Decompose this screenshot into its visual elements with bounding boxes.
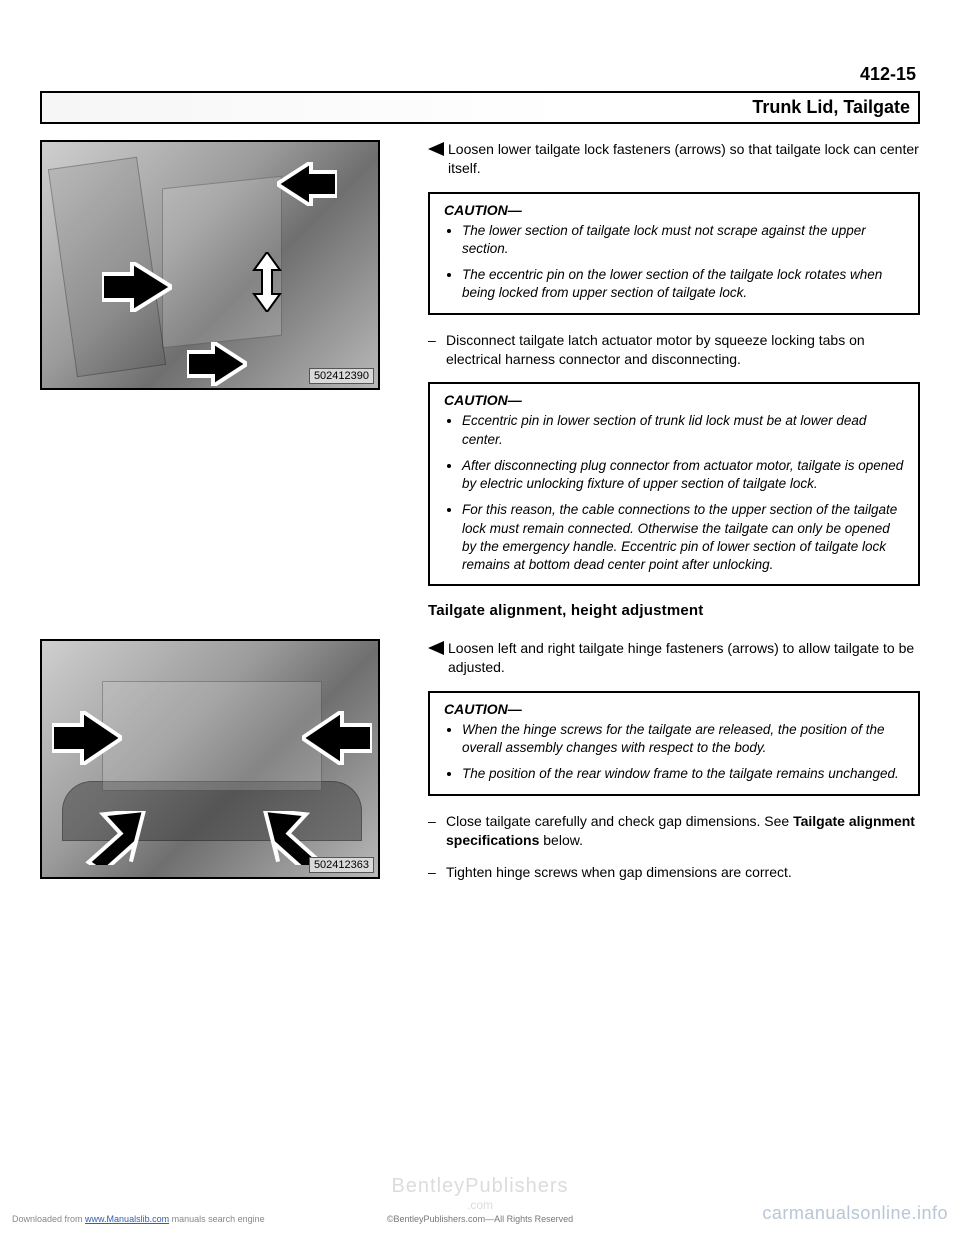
caution-item: For this reason, the cable connections t… bbox=[462, 501, 904, 574]
arrow-icon bbox=[102, 262, 172, 312]
caution-item: Eccentric pin in lower section of trunk … bbox=[462, 412, 904, 448]
figure-2-column: 502412363 bbox=[40, 639, 400, 879]
section-title: Trunk Lid, Tailgate bbox=[40, 91, 920, 124]
caution-item: The eccentric pin on the lower section o… bbox=[462, 266, 904, 302]
step-item: – Close tailgate carefully and check gap… bbox=[428, 812, 920, 850]
step-text: Tighten hinge screws when gap dimensions… bbox=[446, 863, 792, 882]
paragraph-text: Loosen left and right tailgate hinge fas… bbox=[448, 639, 920, 677]
triangle-icon bbox=[428, 641, 444, 655]
caution-label: CAUTION— bbox=[444, 392, 904, 408]
arrow-icon bbox=[187, 342, 247, 386]
caution-box-2: CAUTION— Eccentric pin in lower section … bbox=[428, 382, 920, 586]
step-text: Disconnect tailgate latch actuator motor… bbox=[446, 331, 920, 369]
footer-right: carmanualsonline.info bbox=[762, 1203, 948, 1224]
figure-1-caption: 502412390 bbox=[309, 368, 374, 384]
caution-label: CAUTION— bbox=[444, 701, 904, 717]
paragraph-text: Loosen lower tailgate lock fasteners (ar… bbox=[448, 140, 920, 178]
main-content: 502412390 Loosen lower tailgate lock fas… bbox=[40, 140, 920, 896]
step-item: – Disconnect tailgate latch actuator mot… bbox=[428, 331, 920, 369]
text-block-2: Loosen left and right tailgate hinge fas… bbox=[400, 639, 920, 896]
caution-item: After disconnecting plug connector from … bbox=[462, 457, 904, 493]
footer-left: Downloaded from www.Manualslib.com manua… bbox=[12, 1214, 265, 1224]
dash-icon: – bbox=[428, 863, 446, 882]
row-2: 502412363 Loosen left and right tailgate… bbox=[40, 639, 920, 896]
caution-item: When the hinge screws for the tailgate a… bbox=[462, 721, 904, 757]
step-item: – Tighten hinge screws when gap dimensio… bbox=[428, 863, 920, 882]
step-text: Close tailgate carefully and check gap d… bbox=[446, 812, 920, 850]
double-arrow-icon bbox=[252, 252, 282, 312]
paragraph: Loosen lower tailgate lock fasteners (ar… bbox=[428, 140, 920, 178]
caution-item: The position of the rear window frame to… bbox=[462, 765, 904, 783]
paragraph: Loosen left and right tailgate hinge fas… bbox=[428, 639, 920, 677]
arrow-icon bbox=[302, 711, 372, 765]
caution-box-3: CAUTION— When the hinge screws for the t… bbox=[428, 691, 920, 796]
subheading: Tailgate alignment, height adjustment bbox=[428, 602, 920, 619]
dash-icon: – bbox=[428, 331, 446, 369]
arrow-icon bbox=[52, 711, 122, 765]
caution-label: CAUTION— bbox=[444, 202, 904, 218]
row-1: 502412390 Loosen lower tailgate lock fas… bbox=[40, 140, 920, 633]
figure-2: 502412363 bbox=[40, 639, 380, 879]
caution-item: The lower section of tailgate lock must … bbox=[462, 222, 904, 258]
arrow-icon bbox=[277, 162, 337, 206]
triangle-icon bbox=[428, 142, 444, 156]
figure-1: 502412390 bbox=[40, 140, 380, 390]
figure-2-caption: 502412363 bbox=[309, 857, 374, 873]
page-header: 412-15 Trunk Lid, Tailgate bbox=[40, 64, 920, 124]
dash-icon: – bbox=[428, 812, 446, 850]
text-block-1: Loosen lower tailgate lock fasteners (ar… bbox=[400, 140, 920, 633]
caution-box-1: CAUTION— The lower section of tailgate l… bbox=[428, 192, 920, 315]
page-number: 412-15 bbox=[40, 64, 920, 85]
watermark: BentleyPublishers bbox=[0, 1175, 960, 1198]
manualslib-link[interactable]: www.Manualslib.com bbox=[85, 1214, 169, 1224]
figure-1-column: 502412390 bbox=[40, 140, 400, 390]
arrow-icon bbox=[82, 811, 152, 865]
page: 412-15 Trunk Lid, Tailgate bbox=[0, 0, 960, 1242]
